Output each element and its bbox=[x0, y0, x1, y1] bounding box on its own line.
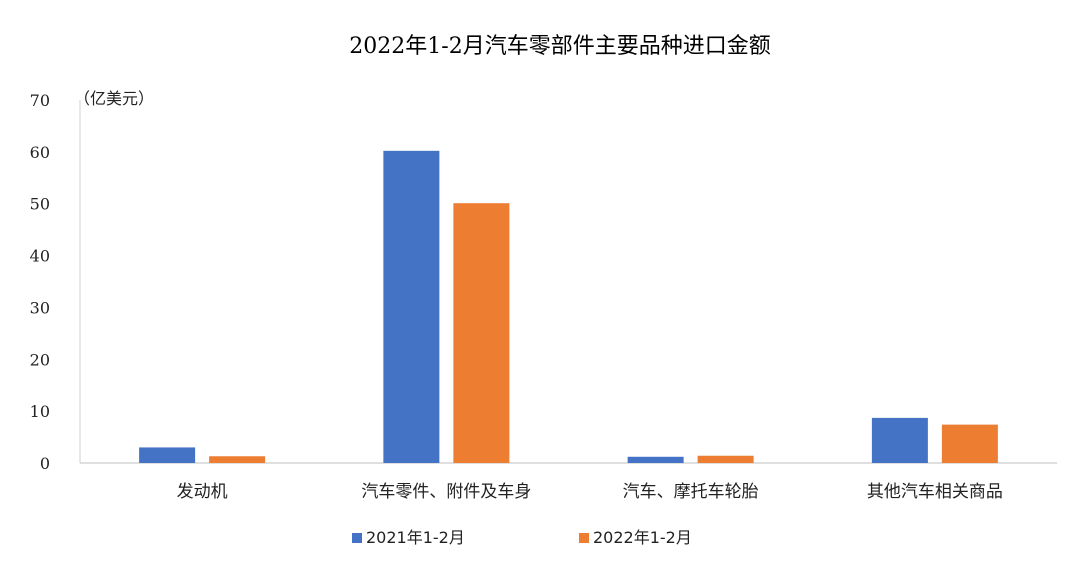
category-label: 其他汽车相关商品 bbox=[867, 482, 1003, 502]
category-label: 汽车、摩托车轮胎 bbox=[623, 482, 759, 502]
bar-1-2 bbox=[383, 150, 440, 463]
bar-2-4 bbox=[941, 424, 998, 463]
bar-2-3 bbox=[697, 455, 754, 463]
chart-title: 2022年1-2月汽车零部件主要品种进口金额 bbox=[349, 34, 770, 59]
bar-2-2 bbox=[453, 203, 510, 463]
legend-label-2: 2022年1-2月 bbox=[593, 528, 692, 547]
y-tick-label: 60 bbox=[30, 143, 50, 162]
y-axis-ticks: 0 10 20 30 40 50 60 70 bbox=[30, 91, 50, 473]
y-tick-label: 70 bbox=[30, 91, 50, 110]
category-labels: 发动机 汽车零件、附件及车身 汽车、摩托车轮胎 其他汽车相关商品 bbox=[177, 482, 1003, 502]
y-tick-label: 20 bbox=[30, 350, 50, 369]
legend: 2021年1-2月 2022年1-2月 bbox=[352, 528, 692, 547]
legend-label-1: 2021年1-2月 bbox=[366, 528, 465, 547]
y-tick-label: 0 bbox=[40, 454, 50, 473]
y-tick-label: 30 bbox=[30, 298, 50, 317]
y-axis-unit-label: （亿美元） bbox=[74, 89, 154, 108]
y-tick-label: 50 bbox=[30, 195, 50, 214]
y-tick-label: 40 bbox=[30, 247, 50, 266]
bar-1-3 bbox=[627, 456, 684, 463]
category-label: 发动机 bbox=[177, 482, 228, 502]
bar-1-4 bbox=[871, 417, 928, 463]
bar-1-1 bbox=[139, 447, 196, 463]
bar-2-1 bbox=[209, 456, 266, 463]
legend-swatch-2 bbox=[579, 533, 589, 543]
y-tick-label: 10 bbox=[30, 402, 50, 421]
legend-swatch-1 bbox=[352, 533, 362, 543]
category-label: 汽车零件、附件及车身 bbox=[361, 482, 531, 502]
bars-group bbox=[139, 150, 998, 463]
